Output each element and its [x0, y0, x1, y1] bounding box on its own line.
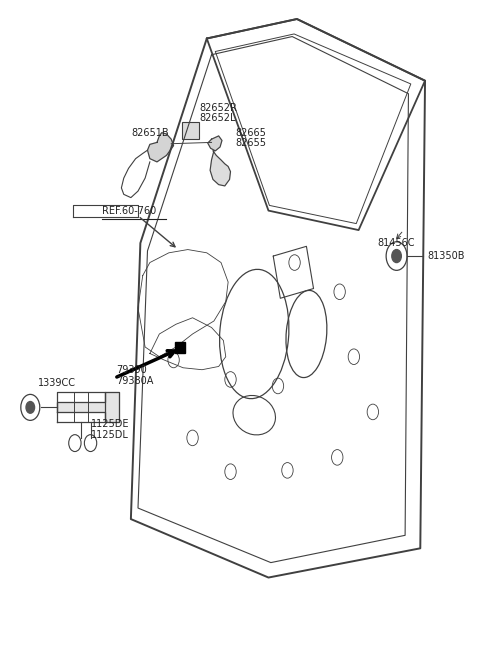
Bar: [175, 342, 185, 354]
Text: 1125DL: 1125DL: [91, 430, 129, 440]
Polygon shape: [147, 133, 174, 162]
Text: 79380A: 79380A: [117, 376, 154, 386]
Text: REF.60-760: REF.60-760: [102, 206, 156, 215]
Circle shape: [392, 250, 401, 263]
Text: 82652R: 82652R: [200, 103, 238, 113]
Text: 81350B: 81350B: [427, 251, 465, 261]
Text: 1339CC: 1339CC: [38, 378, 76, 388]
Polygon shape: [208, 136, 222, 151]
Polygon shape: [57, 392, 119, 422]
Text: 1125DE: 1125DE: [91, 419, 129, 428]
Text: 82652L: 82652L: [200, 113, 236, 123]
FancyBboxPatch shape: [182, 122, 199, 138]
Circle shape: [26, 402, 35, 413]
Polygon shape: [210, 151, 230, 186]
Text: 82651B: 82651B: [131, 128, 168, 138]
Text: 81456C: 81456C: [378, 238, 415, 248]
Text: 82665: 82665: [235, 128, 266, 138]
Text: 79390: 79390: [117, 365, 147, 375]
Text: 82655: 82655: [235, 138, 266, 148]
